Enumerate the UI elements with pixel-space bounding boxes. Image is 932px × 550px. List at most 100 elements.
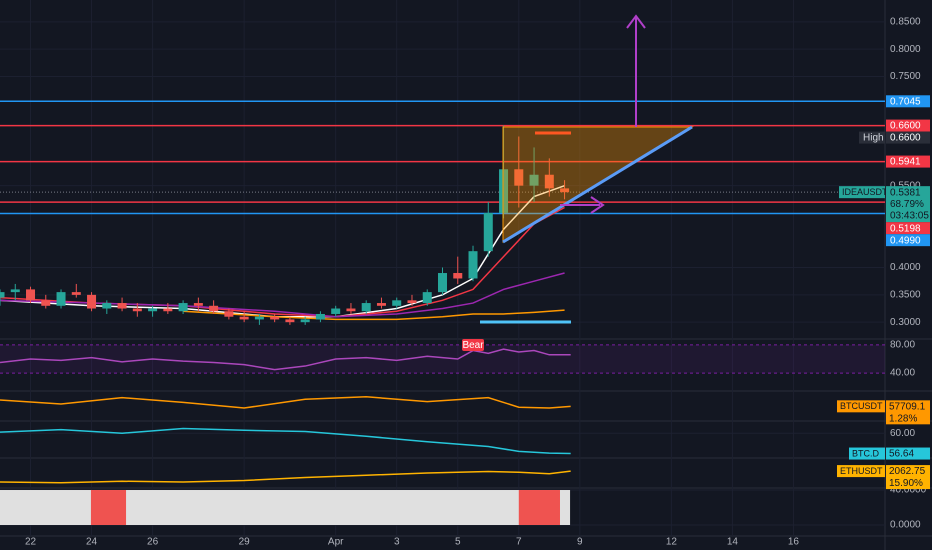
candle-body <box>224 311 234 317</box>
annotation: Bear <box>462 340 484 351</box>
series-last: 57709.1 <box>889 401 926 412</box>
candle-body <box>254 316 264 320</box>
band-segment <box>90 490 127 525</box>
y-tick-label: 0.3500 <box>890 290 921 301</box>
series-name: BTC.D <box>852 448 880 458</box>
level-box <box>886 155 930 168</box>
rsi-band <box>0 344 885 374</box>
y-tick-label: 0.8000 <box>890 44 921 55</box>
candle-body <box>331 308 341 314</box>
high-box <box>886 131 930 144</box>
candle-body <box>376 303 386 306</box>
candle-body <box>239 316 249 320</box>
candle-body <box>148 308 158 312</box>
candle-body <box>407 300 417 304</box>
marks <box>0 100 885 525</box>
series-last: 56.64 <box>889 449 914 460</box>
x-tick-label: 7 <box>516 537 522 548</box>
series-box <box>886 400 930 425</box>
y-tick-label: 0.0000 <box>890 520 921 531</box>
candle-body <box>0 292 5 298</box>
candle-body <box>10 289 20 293</box>
x-tick-label: 12 <box>666 537 678 548</box>
y-tick-label: 0.7500 <box>890 71 921 82</box>
series-change: 15.90% <box>889 478 923 489</box>
x-tick-label: 14 <box>727 537 739 548</box>
series-box <box>886 447 930 460</box>
series-line <box>0 470 571 484</box>
series-change: 1.28% <box>889 413 917 424</box>
series-name: BTCUSDT <box>840 401 883 411</box>
x-tick-label: 29 <box>239 537 251 548</box>
series-line <box>183 309 565 321</box>
candle-body <box>529 174 539 186</box>
annotation-box <box>462 339 485 351</box>
candle-body <box>41 300 51 306</box>
candle-body <box>26 289 36 301</box>
series-box <box>886 465 930 490</box>
y-tick-label: 60.00 <box>890 428 915 439</box>
candle-body <box>117 303 127 309</box>
series-name: ETHUSDT <box>840 466 883 476</box>
candle-body <box>178 303 188 312</box>
x-tick-label: 3 <box>394 537 400 548</box>
y-tick-label: 80.00 <box>890 340 915 351</box>
high-tag: High <box>863 133 884 144</box>
candle-body <box>285 319 295 323</box>
candle-body <box>392 300 402 306</box>
series-line <box>0 396 571 409</box>
candle-body <box>163 308 173 312</box>
level-label: 0.7045 <box>890 96 921 107</box>
candle-body <box>499 169 509 213</box>
candle-body <box>315 313 325 320</box>
y-tick-label: 0.3000 <box>890 317 921 328</box>
candle-body <box>361 303 371 312</box>
level-label: 0.6600 <box>890 121 921 132</box>
candle-body <box>483 212 493 252</box>
high-label: 0.6600 <box>890 133 921 144</box>
candle-body <box>468 251 478 279</box>
candle-body <box>102 303 112 309</box>
series-line <box>0 427 571 455</box>
ticker-symbol: IDEAUSDT <box>842 187 888 197</box>
high-tag-box <box>859 131 885 144</box>
candle-body <box>87 294 97 309</box>
level-label: 0.5941 <box>890 157 921 168</box>
x-tick-label: 22 <box>25 537 37 548</box>
level-box <box>886 234 930 247</box>
ticker-price: 0.5381 <box>890 187 921 198</box>
candle-body <box>132 308 142 312</box>
series-tag-box <box>837 400 885 413</box>
series-line <box>0 348 571 371</box>
candle-body <box>209 305 219 312</box>
trend-line <box>502 125 693 244</box>
candle-body <box>71 292 81 295</box>
candle-body <box>193 303 203 306</box>
candle-body <box>438 273 447 293</box>
x-tick-label: 9 <box>577 537 583 548</box>
y-tick-label: 0.8500 <box>890 16 921 27</box>
level-box <box>886 119 930 132</box>
candle-body <box>560 188 570 193</box>
series-tag-box <box>837 465 885 478</box>
candle-body <box>300 319 310 323</box>
candle-body <box>544 174 554 189</box>
candle-body <box>270 316 280 320</box>
x-tick-label: 5 <box>455 537 461 548</box>
band-segment <box>518 490 560 525</box>
arrow-right-head <box>590 196 605 214</box>
x-tick-label: 24 <box>86 537 98 548</box>
y-tick-label: 40.0000 <box>890 485 927 496</box>
candle-body <box>514 169 524 186</box>
ticker-countdown: 03:43:05 <box>890 210 929 221</box>
level-label: 0.5198 <box>890 223 921 234</box>
candle-body <box>453 273 463 279</box>
series-last: 2062.75 <box>889 466 926 477</box>
level-label: 0.4990 <box>890 235 921 246</box>
x-tick-label: Apr <box>328 537 344 548</box>
series-line <box>0 272 565 318</box>
y-tick-label: 0.5500 <box>890 180 921 191</box>
x-tick-label: 16 <box>788 537 800 548</box>
